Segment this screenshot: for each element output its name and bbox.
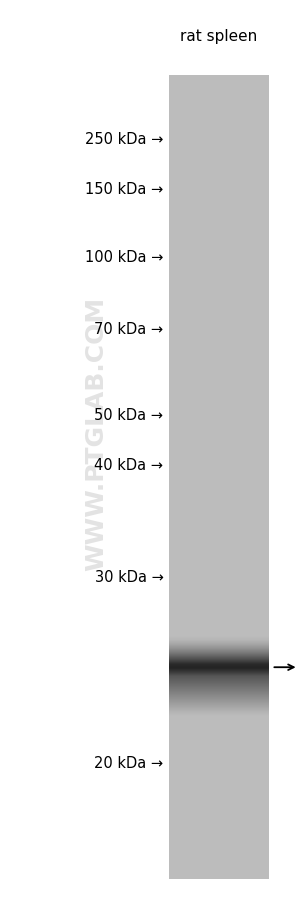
Text: rat spleen: rat spleen xyxy=(180,29,258,43)
Text: 250 kDa →: 250 kDa → xyxy=(85,133,164,147)
Text: 50 kDa →: 50 kDa → xyxy=(94,408,164,422)
Text: 20 kDa →: 20 kDa → xyxy=(94,755,164,769)
Bar xyxy=(169,77,268,879)
Text: 70 kDa →: 70 kDa → xyxy=(94,322,164,336)
Text: 40 kDa →: 40 kDa → xyxy=(94,457,164,472)
Text: 100 kDa →: 100 kDa → xyxy=(85,250,164,264)
Text: 30 kDa →: 30 kDa → xyxy=(94,570,164,584)
Text: WWW.PTGLAB.COM: WWW.PTGLAB.COM xyxy=(84,296,108,570)
Text: 150 kDa →: 150 kDa → xyxy=(85,182,164,197)
